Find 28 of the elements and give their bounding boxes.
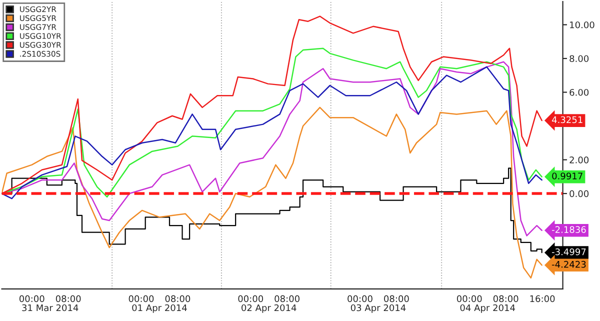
y-tick-label: 0.00 [570, 190, 589, 198]
x-tick-label: 08:00 [165, 295, 190, 302]
y-tick-label: 8.00 [570, 55, 589, 62]
line-series [2, 16, 542, 194]
y-tick-label: 2.00 [570, 156, 589, 164]
x-tick-label: 00:00 [128, 295, 154, 302]
text: 31 Mar 2014 [22, 304, 78, 312]
x-tick-label: 08:00 [493, 295, 518, 302]
x-tick-label: 00:00 [456, 295, 482, 302]
text: 03 Apr 2014 [350, 304, 406, 313]
x-tick-label: 00:00 [238, 295, 264, 302]
y-tick-label: 10.00 [570, 21, 594, 28]
x-tick-label: 00:00 [348, 295, 372, 302]
x-tick-label: 08:00 [384, 295, 409, 302]
data-label: -3.4997 [552, 248, 586, 256]
text: 01 Apr 2014 [132, 304, 187, 313]
line-series [2, 106, 542, 279]
text: 04 Apr 2014 [460, 304, 516, 313]
x-tick-label: 00:00 [19, 295, 44, 302]
text: 02 Apr 2014 [242, 304, 296, 313]
x-tick-label: 08:00 [274, 295, 300, 302]
data-label: -2.1836 [552, 226, 586, 234]
x-tick-label: 08:00 [56, 295, 81, 302]
data-label: 0.9917 [552, 172, 582, 180]
y-tick-label: 6.00 [570, 88, 589, 96]
data-label: 4.3251 [552, 116, 582, 124]
x-tick-label: 16:00 [530, 295, 555, 302]
data-label: -4.2423 [552, 260, 586, 268]
